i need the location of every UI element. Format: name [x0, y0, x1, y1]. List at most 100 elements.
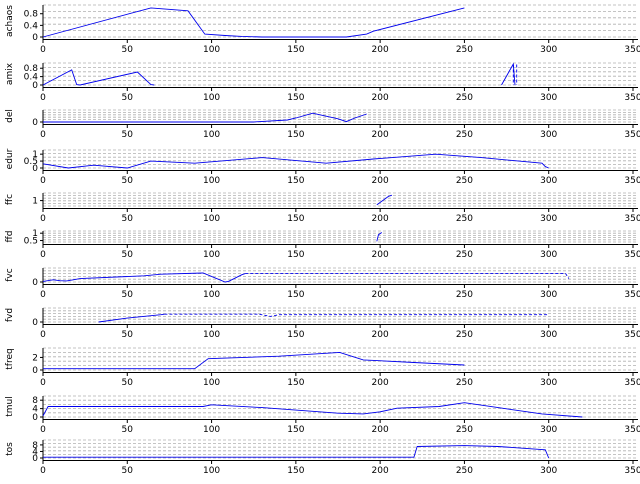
x-tick-label: 100	[203, 466, 220, 476]
series-line-tfreq-0	[43, 351, 465, 370]
x-tick-label: 350	[624, 290, 640, 300]
x-tick-label: 200	[372, 45, 389, 55]
x-tick-label: 250	[456, 250, 473, 260]
series-line-ffc-0	[376, 194, 393, 206]
x-tick-label: 150	[287, 93, 304, 103]
y-tick-label: 0	[32, 413, 38, 423]
y-tick-label: 0	[32, 81, 38, 91]
y-tick-label: 0	[32, 278, 38, 288]
x-tick-label: 300	[540, 45, 557, 55]
x-tick-label: 0	[40, 425, 46, 435]
y-tick-label: 0.4	[24, 73, 39, 83]
series-line-amix-0	[42, 69, 155, 86]
y-tick-label: 0	[32, 366, 38, 376]
y-axis-label: del	[5, 109, 15, 123]
y-tick-label: 1	[32, 197, 38, 207]
y-tick-label: 0	[32, 118, 38, 128]
panel-ffd: 0 50 100 150 200 250 300 350 0.51 ffd	[5, 229, 640, 260]
x-tick-label: 100	[203, 250, 220, 260]
x-tick-label: 350	[624, 176, 640, 186]
x-tick-label: 150	[287, 425, 304, 435]
y-tick-label: 0	[32, 164, 38, 174]
x-tick-label: 100	[203, 290, 220, 300]
series-line-del-0	[43, 112, 367, 123]
y-axis-label: ffc	[5, 194, 15, 205]
x-tick-label: 200	[372, 330, 389, 340]
panel-edur: 0 50 100 150 200 250 300 350 00.51 edur	[5, 148, 640, 186]
x-tick-label: 300	[540, 378, 557, 388]
series-line-ffd-0	[376, 232, 383, 242]
panel-fvd: 0 50 100 150 200 250 300 350 0 fvd	[5, 307, 640, 340]
x-tick-label: 100	[203, 425, 220, 435]
series-line-fvc-0	[42, 272, 246, 283]
y-tick-label: 0.8	[24, 10, 39, 20]
x-tick-label: 100	[203, 330, 220, 340]
x-tick-label: 100	[203, 214, 220, 224]
y-axis-label: fvd	[5, 308, 15, 322]
x-tick-label: 300	[540, 214, 557, 224]
x-tick-label: 350	[624, 214, 640, 224]
x-tick-label: 200	[372, 250, 389, 260]
x-tick-label: 350	[624, 45, 640, 55]
x-tick-label: 200	[372, 378, 389, 388]
x-tick-label: 100	[203, 93, 220, 103]
series-line-edur-0	[42, 153, 549, 169]
x-tick-label: 200	[372, 176, 389, 186]
x-tick-label: 50	[122, 330, 134, 340]
x-tick-label: 250	[456, 290, 473, 300]
x-tick-label: 350	[624, 250, 640, 260]
x-tick-label: 350	[624, 425, 640, 435]
panel-tfreq: 0 50 100 150 200 250 300 350 0 2 tfreq	[5, 347, 640, 388]
series-line-fvd-0	[98, 313, 165, 323]
panel-tos: 0 50 100 150 200 250 300 350 048 tos	[5, 439, 640, 476]
x-tick-label: 100	[203, 130, 220, 140]
x-tick-label: 50	[122, 214, 134, 224]
x-tick-label: 0	[40, 330, 46, 340]
x-tick-label: 250	[456, 466, 473, 476]
panel-tmul: 0 50 100 150 200 250 300 350 048 tmul	[5, 395, 640, 435]
x-tick-label: 0	[40, 45, 46, 55]
panel-ffc: 0 50 100 150 200 250 300 350 1 ffc	[5, 192, 640, 224]
x-tick-label: 300	[540, 466, 557, 476]
series-line-fvd-1	[164, 313, 549, 317]
x-tick-label: 50	[122, 45, 134, 55]
x-tick-label: 200	[372, 425, 389, 435]
x-tick-label: 0	[40, 466, 46, 476]
x-tick-label: 150	[287, 45, 304, 55]
x-tick-label: 0	[40, 250, 46, 260]
x-tick-label: 50	[122, 250, 134, 260]
y-axis-label: ffd	[5, 231, 15, 243]
x-tick-label: 300	[540, 93, 557, 103]
y-tick-label: 0	[32, 454, 38, 464]
y-tick-label: 8	[32, 396, 38, 406]
x-tick-label: 0	[40, 130, 46, 140]
x-tick-label: 300	[540, 176, 557, 186]
x-tick-label: 0	[40, 290, 46, 300]
x-tick-label: 50	[122, 466, 134, 476]
x-tick-label: 50	[122, 93, 134, 103]
x-tick-label: 350	[624, 130, 640, 140]
series-line-tos-0	[43, 445, 550, 459]
x-tick-label: 0	[40, 176, 46, 186]
x-tick-label: 300	[540, 250, 557, 260]
y-tick-label: 0.5	[24, 157, 38, 167]
y-tick-label: 1	[32, 150, 38, 160]
y-axis-label: achaos	[5, 5, 15, 37]
y-axis-label: fvc	[5, 268, 15, 281]
x-tick-label: 100	[203, 378, 220, 388]
x-tick-label: 100	[203, 45, 220, 55]
x-tick-label: 350	[624, 93, 640, 103]
x-tick-label: 50	[122, 378, 134, 388]
panel-achaos: 0 50 100 150 200 250 300 350 0 0.40.8 achaos	[5, 4, 640, 55]
x-tick-label: 0	[40, 93, 46, 103]
x-tick-label: 300	[540, 330, 557, 340]
x-tick-label: 250	[456, 176, 473, 186]
x-tick-label: 150	[287, 330, 304, 340]
y-axis-label: edur	[5, 148, 15, 169]
x-tick-label: 250	[456, 45, 473, 55]
y-tick-label: 4	[32, 447, 38, 457]
x-tick-label: 350	[624, 378, 640, 388]
y-tick-label: 1	[32, 229, 38, 239]
